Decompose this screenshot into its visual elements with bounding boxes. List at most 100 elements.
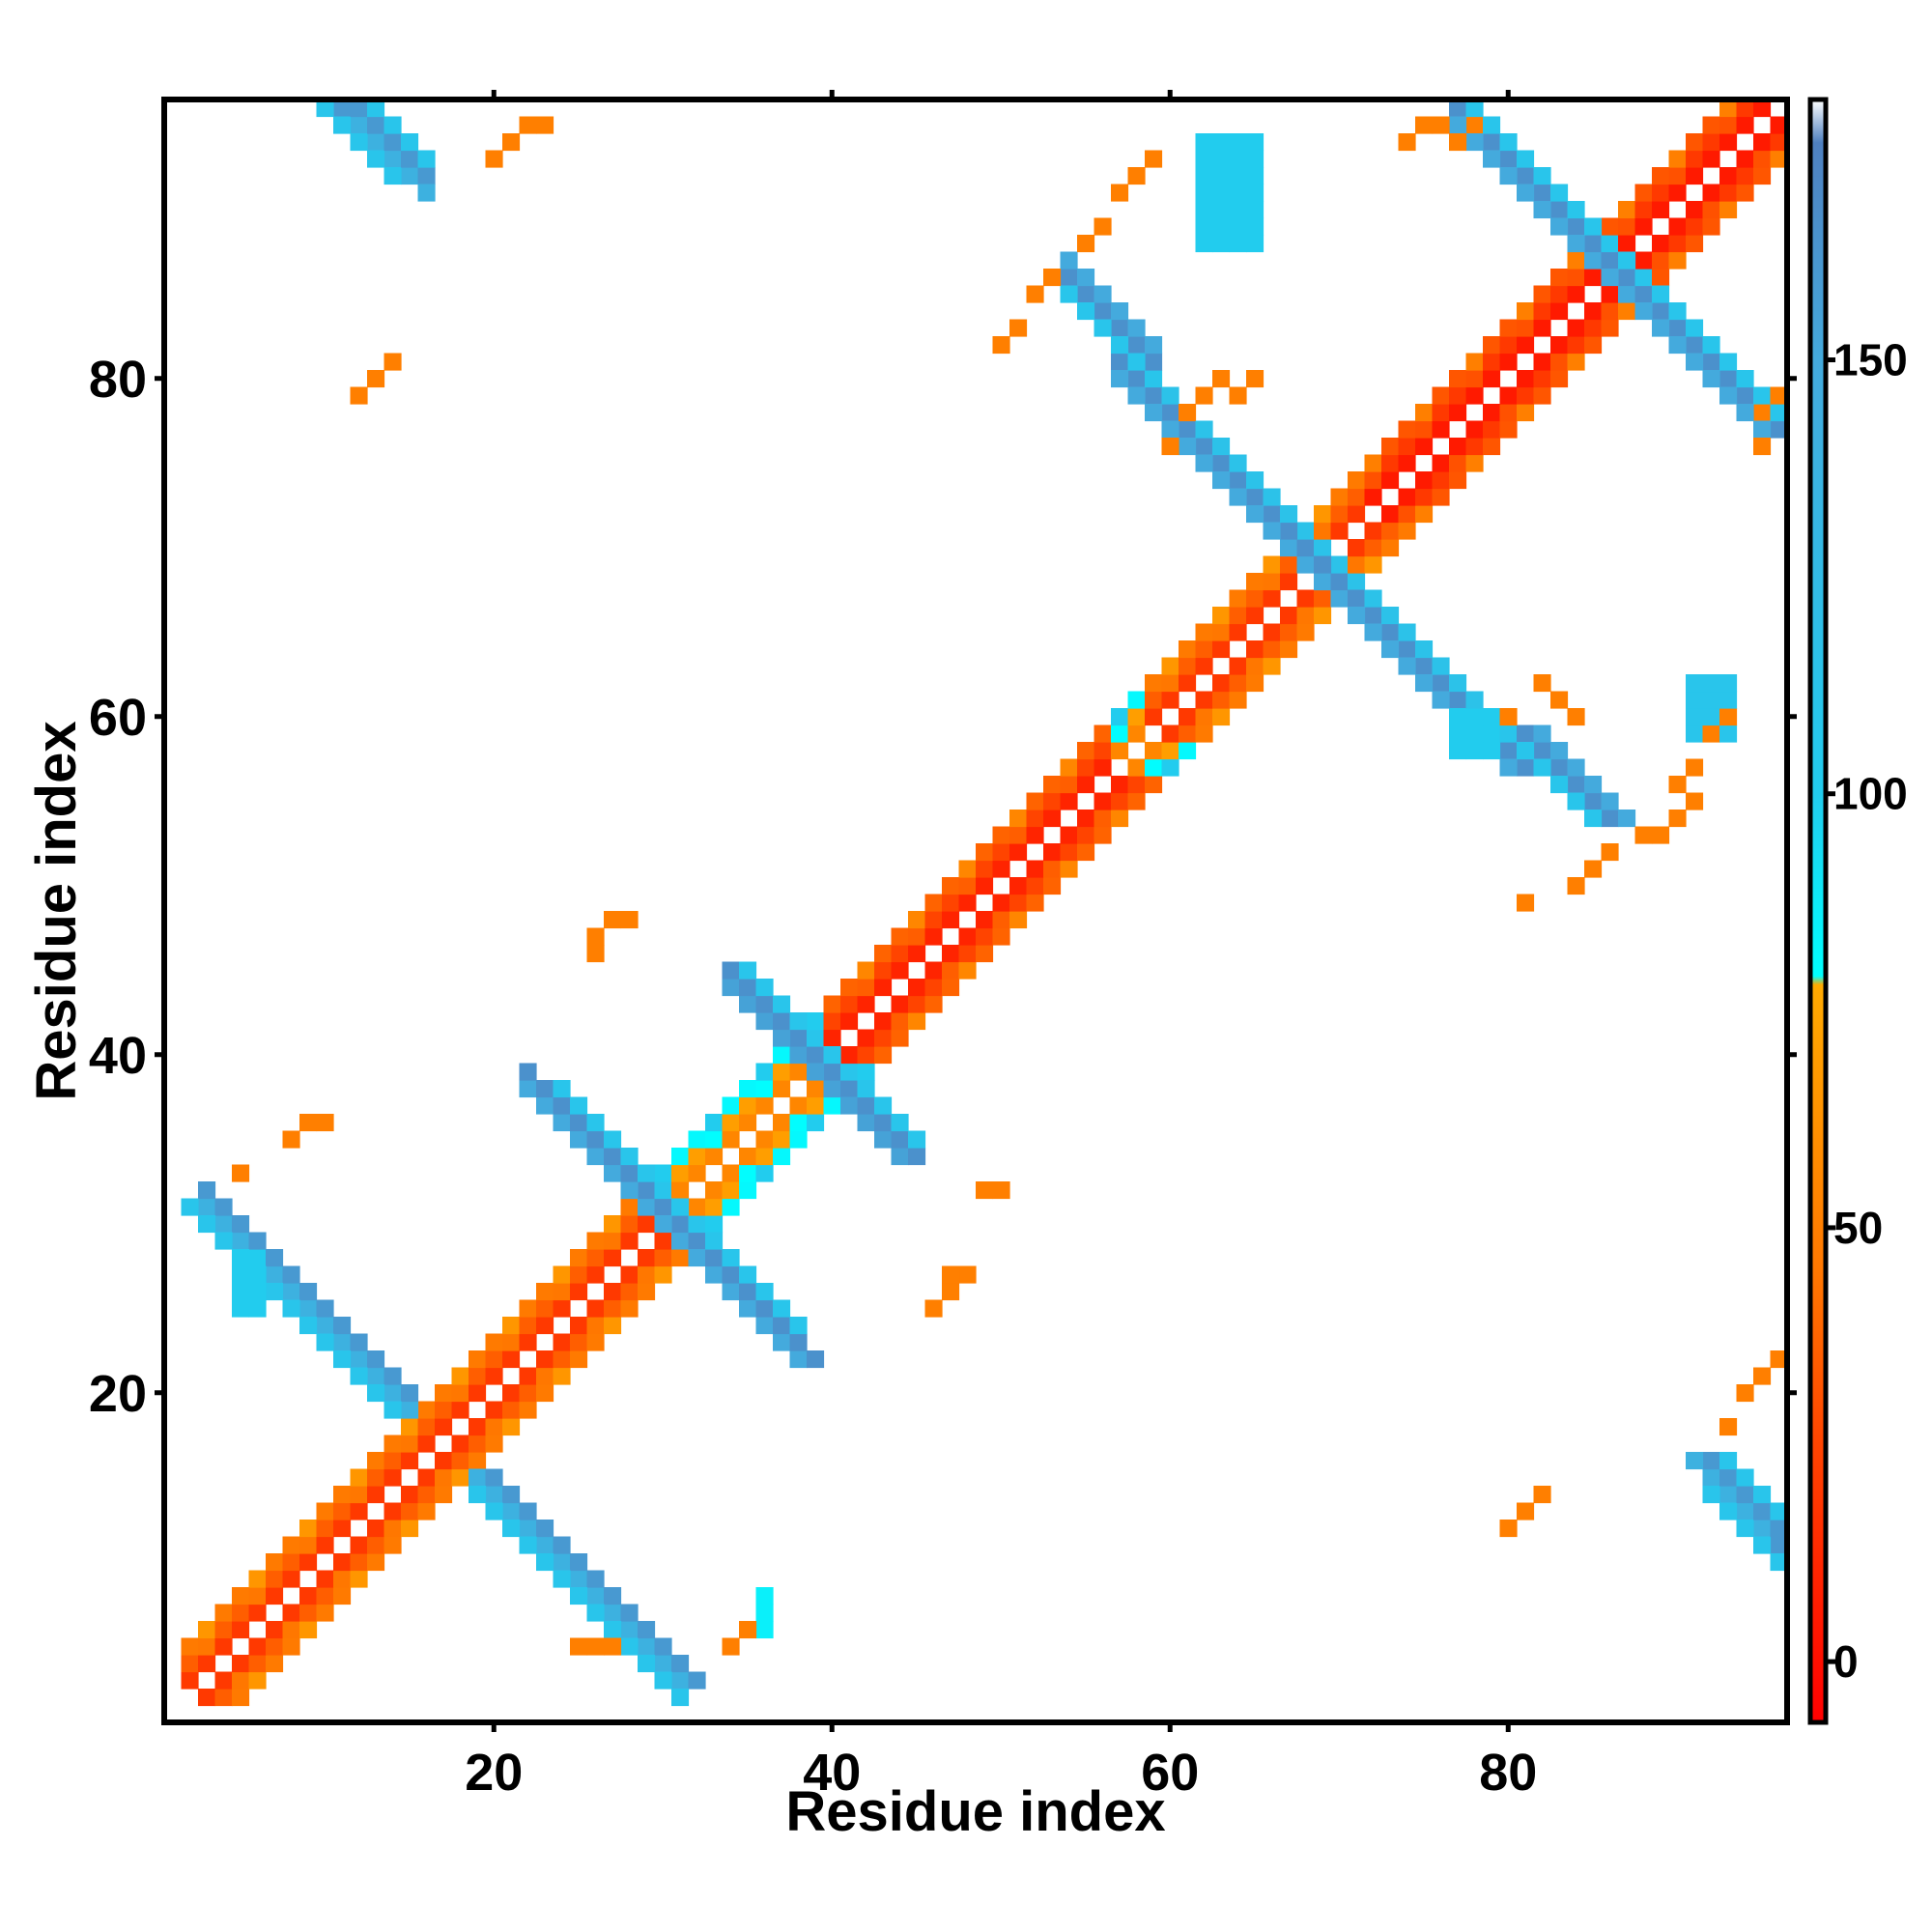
- heatmap-cell: [857, 1046, 875, 1065]
- heatmap-cell: [1736, 404, 1754, 422]
- heatmap-cell: [1686, 758, 1704, 777]
- heatmap-cell: [671, 1249, 690, 1267]
- heatmap-cell: [1077, 843, 1095, 862]
- heatmap-cell: [451, 1367, 469, 1385]
- heatmap-cell: [976, 911, 994, 929]
- heatmap-cell: [1465, 116, 1484, 134]
- heatmap-cell: [282, 1283, 300, 1301]
- heatmap-cell: [739, 1114, 757, 1132]
- heatmap-cell: [1415, 404, 1434, 422]
- heatmap-cell: [1567, 336, 1585, 355]
- heatmap-cell: [654, 1655, 672, 1673]
- heatmap-cell: [1567, 353, 1585, 371]
- heatmap-cell: [992, 894, 1010, 912]
- heatmap-cell: [232, 1655, 250, 1673]
- heatmap-cell: [840, 1080, 859, 1098]
- x-tick-label: 40: [803, 1744, 861, 1802]
- heatmap-cell: [553, 1536, 571, 1554]
- x-tick-label: 80: [1479, 1744, 1537, 1802]
- heatmap-cell: [401, 133, 419, 152]
- heatmap-cell: [807, 1080, 825, 1098]
- heatmap-cell: [586, 1570, 605, 1588]
- heatmap-cell: [1770, 133, 1788, 152]
- heatmap-cell: [1348, 471, 1366, 490]
- heatmap-cell: [1702, 150, 1720, 168]
- heatmap-cell: [232, 1671, 250, 1690]
- heatmap-cell: [1719, 1468, 1738, 1487]
- heatmap-cell: [620, 1621, 639, 1639]
- heatmap-cell: [620, 1299, 639, 1318]
- heatmap-cell: [620, 1604, 639, 1622]
- heatmap-cell: [1550, 201, 1569, 219]
- heatmap-cell: [1195, 386, 1213, 405]
- heatmap-cell: [1770, 420, 1788, 439]
- heatmap-cell: [1483, 742, 1501, 760]
- heatmap-cell: [891, 995, 909, 1013]
- heatmap-cell: [1212, 454, 1231, 472]
- heatmap-cell: [1618, 810, 1636, 828]
- heatmap-cell: [198, 1637, 216, 1656]
- heatmap-cell: [1753, 1520, 1772, 1538]
- heatmap-cell: [232, 1283, 250, 1301]
- heatmap-cell: [705, 1249, 724, 1267]
- heatmap-cell: [299, 1553, 318, 1572]
- heatmap-cell: [1161, 674, 1179, 693]
- heatmap-cell: [248, 1232, 267, 1250]
- heatmap-cell: [1415, 505, 1434, 524]
- heatmap-cell: [739, 961, 757, 980]
- heatmap-cell: [773, 1029, 791, 1047]
- heatmap-cell: [1229, 691, 1247, 709]
- heatmap-cell: [1026, 860, 1044, 878]
- heatmap-cell: [266, 1249, 284, 1267]
- heatmap-cell: [485, 1502, 503, 1520]
- heatmap-cell: [1601, 319, 1619, 337]
- heatmap-cell: [1517, 724, 1535, 743]
- heatmap-cell: [299, 1604, 318, 1622]
- heatmap-cell: [367, 150, 385, 168]
- heatmap-cell: [992, 1181, 1010, 1200]
- heatmap-cell: [570, 1570, 588, 1588]
- heatmap-cell: [874, 945, 893, 963]
- heatmap-cell: [502, 1350, 521, 1369]
- heatmap-cell: [1280, 623, 1298, 641]
- heatmap-cell: [1686, 708, 1704, 726]
- heatmap-cell: [266, 1570, 284, 1588]
- heatmap-cell: [807, 1029, 825, 1047]
- heatmap-cell: [942, 945, 960, 963]
- heatmap-cell: [232, 1299, 250, 1318]
- heatmap-cell: [435, 1384, 453, 1403]
- heatmap-cell: [1381, 471, 1400, 490]
- heatmap-cell: [1449, 471, 1467, 490]
- heatmap-cell: [299, 1621, 318, 1639]
- heatmap-cell: [1381, 438, 1400, 456]
- heatmap-cell: [722, 1164, 740, 1182]
- heatmap-cell: [857, 1063, 875, 1081]
- heatmap-cell: [1517, 404, 1535, 422]
- heatmap-cell: [502, 133, 521, 152]
- heatmap-cell: [1634, 285, 1653, 303]
- heatmap-cell: [739, 1164, 757, 1182]
- heatmap-cell: [586, 1299, 605, 1318]
- heatmap-cell: [1449, 133, 1467, 152]
- heatmap-cell: [266, 1621, 284, 1639]
- heatmap-cell: [417, 1418, 436, 1436]
- heatmap-cell: [1060, 285, 1078, 303]
- heatmap-cell: [1668, 810, 1687, 828]
- heatmap-cell: [1652, 285, 1670, 303]
- heatmap-cell: [1094, 724, 1112, 743]
- heatmap-cell: [333, 1520, 352, 1538]
- heatmap-cell: [891, 1114, 909, 1132]
- heatmap-cell: [1398, 505, 1416, 524]
- heatmap-cell: [367, 1452, 385, 1470]
- heatmap-cell: [1263, 522, 1281, 540]
- heatmap-cell: [1499, 133, 1518, 152]
- heatmap-cell: [857, 995, 875, 1013]
- heatmap-cell: [536, 1299, 554, 1318]
- heatmap-cell: [282, 1536, 300, 1554]
- heatmap-cell: [1550, 353, 1569, 371]
- heatmap-cell: [1770, 1350, 1788, 1369]
- heatmap-cell: [1601, 217, 1619, 236]
- heatmap-cell: [722, 961, 740, 980]
- heatmap-cell: [1449, 674, 1467, 693]
- heatmap-cell: [1483, 336, 1501, 355]
